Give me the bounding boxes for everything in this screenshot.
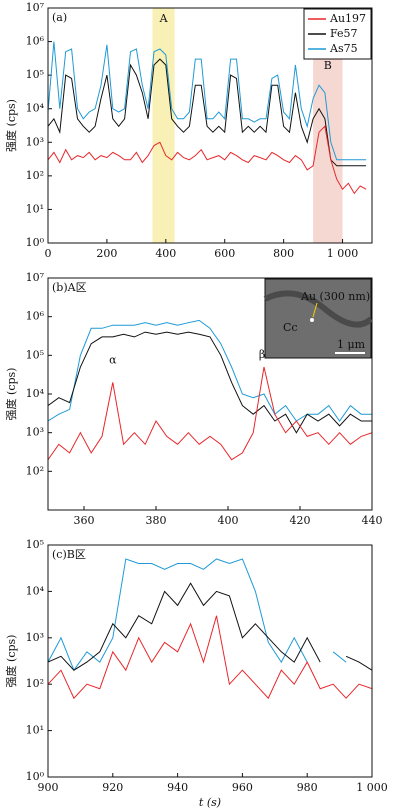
gold-particle — [310, 318, 314, 322]
x-tick-label: 400 — [155, 247, 176, 260]
x-tick-label: 440 — [362, 514, 383, 527]
series-line — [48, 582, 372, 671]
plot-frame — [47, 7, 373, 244]
y-tick-label: 10⁷ — [26, 1, 45, 14]
x-axis-label: t (s) — [199, 796, 221, 809]
highlight-label: A — [159, 12, 169, 25]
annotation: α — [109, 353, 117, 366]
y-tick-label: 10⁴ — [26, 102, 45, 115]
inset-label: Au (300 nm) — [300, 290, 370, 303]
y-tick-label: 10¹ — [26, 724, 44, 737]
series-line — [48, 58, 367, 167]
y-axis-label: 强度 (cps) — [4, 368, 18, 421]
x-tick-label: 380 — [146, 514, 167, 527]
x-tick-label: 920 — [102, 781, 123, 794]
panel-title: (c)B区 — [52, 548, 86, 561]
x-tick-label: 600 — [214, 247, 235, 260]
x-tick-label: 360 — [74, 514, 95, 527]
y-tick-label: 10³ — [26, 426, 44, 439]
y-tick-label: 10³ — [26, 631, 44, 644]
y-tick-label: 10⁵ — [26, 68, 44, 81]
x-tick-label: 1 000 — [356, 781, 388, 794]
y-tick-label: 10² — [26, 464, 44, 477]
panel-title: (b)A区 — [52, 281, 87, 294]
y-tick-label: 10³ — [26, 135, 44, 148]
x-tick-label: 420 — [290, 514, 311, 527]
highlight — [152, 8, 175, 243]
x-tick-label: 0 — [45, 247, 52, 260]
panel: A B 10⁰ 10¹ 10² 10³ 10⁴ 10⁵ 10⁶ 10⁷ 0 200 400 600 800 1… — [4, 1, 373, 260]
legend-label: Fe57 — [330, 27, 358, 40]
y-axis-label: 强度 (cps) — [4, 99, 18, 152]
y-tick-label: 10⁵ — [26, 538, 44, 551]
legend-label: As75 — [329, 42, 358, 55]
y-tick-label: 10² — [26, 169, 44, 182]
panel-title: (a) — [52, 11, 67, 24]
y-tick-label: 10⁰ — [26, 236, 45, 249]
series-line — [48, 366, 372, 461]
inset-scale: 1 μm — [337, 338, 366, 351]
plot-frame — [47, 277, 373, 511]
series-line — [48, 41, 367, 161]
x-tick-label: 800 — [273, 247, 294, 260]
x-tick-label: 960 — [232, 781, 253, 794]
y-tick-label: 10⁷ — [26, 271, 45, 284]
x-tick-label: 1 000 — [327, 247, 359, 260]
series-line — [48, 125, 367, 195]
inset-grain — [263, 290, 374, 328]
legend-label: Au197 — [329, 12, 366, 25]
y-tick-label: 10⁴ — [26, 584, 45, 597]
x-tick-label: 940 — [167, 781, 188, 794]
x-tick-label: 900 — [38, 781, 59, 794]
panel: 10⁰ 10¹ 10² 10³ 10⁴ 10⁵ 900 920 940 960 980 1 000 (c… — [4, 538, 388, 809]
y-tick-label: 10⁵ — [26, 348, 44, 361]
x-tick-label: 400 — [218, 514, 239, 527]
inset-mineral: Cc — [283, 321, 298, 334]
y-tick-label: 10¹ — [26, 202, 44, 215]
y-tick-label: 10⁶ — [26, 310, 45, 323]
series-line — [48, 559, 372, 670]
panel: 10² 10³ 10⁴ 10⁵ 10⁶ 10⁷ 360 380 400 420 440 (b)A区强度… — [4, 271, 383, 527]
y-tick-label: 10² — [26, 677, 44, 690]
plot-frame — [47, 544, 373, 778]
y-tick-label: 10⁴ — [26, 387, 45, 400]
x-tick-label: 980 — [297, 781, 318, 794]
annotation: β — [259, 348, 265, 361]
series-line — [48, 615, 372, 700]
y-tick-label: 10⁶ — [26, 35, 45, 48]
y-axis-label: 强度 (cps) — [4, 635, 18, 688]
inset-arrow — [312, 302, 318, 318]
x-tick-label: 200 — [96, 247, 117, 260]
series-line — [48, 319, 372, 422]
series-line — [48, 331, 372, 434]
highlight-label: B — [324, 59, 332, 72]
y-tick-label: 10⁰ — [26, 770, 45, 783]
